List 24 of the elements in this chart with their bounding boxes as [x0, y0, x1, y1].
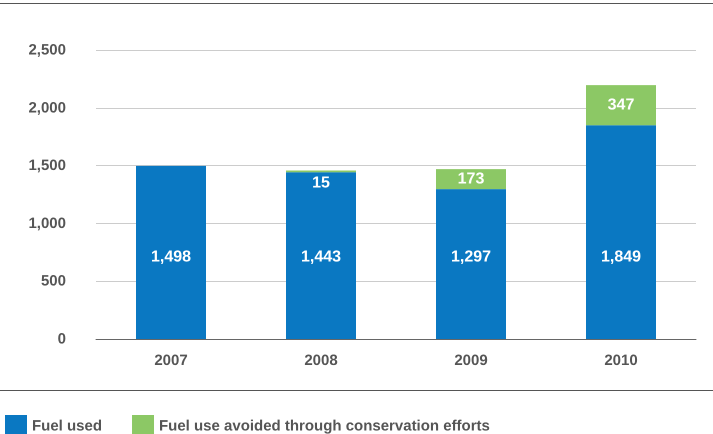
legend-label: Fuel used	[32, 418, 102, 434]
bar	[586, 125, 656, 339]
bar	[286, 172, 356, 339]
bar	[436, 189, 506, 339]
data-label: 15	[312, 174, 330, 192]
data-label: 1,498	[150, 248, 192, 266]
y-tick-label: 500	[40, 272, 66, 290]
y-tick-label: 1,000	[28, 214, 66, 232]
x-tick-label: 2009	[454, 352, 488, 369]
y-tick-label: 0	[58, 330, 66, 348]
y-tick-label: 1,500	[28, 157, 66, 174]
data-label: 347	[608, 96, 634, 114]
data-label: 1,443	[300, 248, 342, 266]
x-tick-label: 2008	[304, 352, 338, 369]
y-tick-label: 2,500	[28, 42, 66, 58]
bar	[586, 85, 656, 126]
x-tick-label: 2007	[154, 352, 188, 369]
bar	[136, 166, 206, 339]
data-label: 1,297	[450, 248, 492, 266]
y-tick-label: 2,000	[28, 99, 66, 116]
data-label: 1,849	[600, 248, 642, 266]
x-tick-label: 2010	[604, 352, 638, 369]
legend-label: Fuel use avoided through conservation efforts	[159, 418, 490, 434]
data-label: 173	[458, 170, 484, 188]
